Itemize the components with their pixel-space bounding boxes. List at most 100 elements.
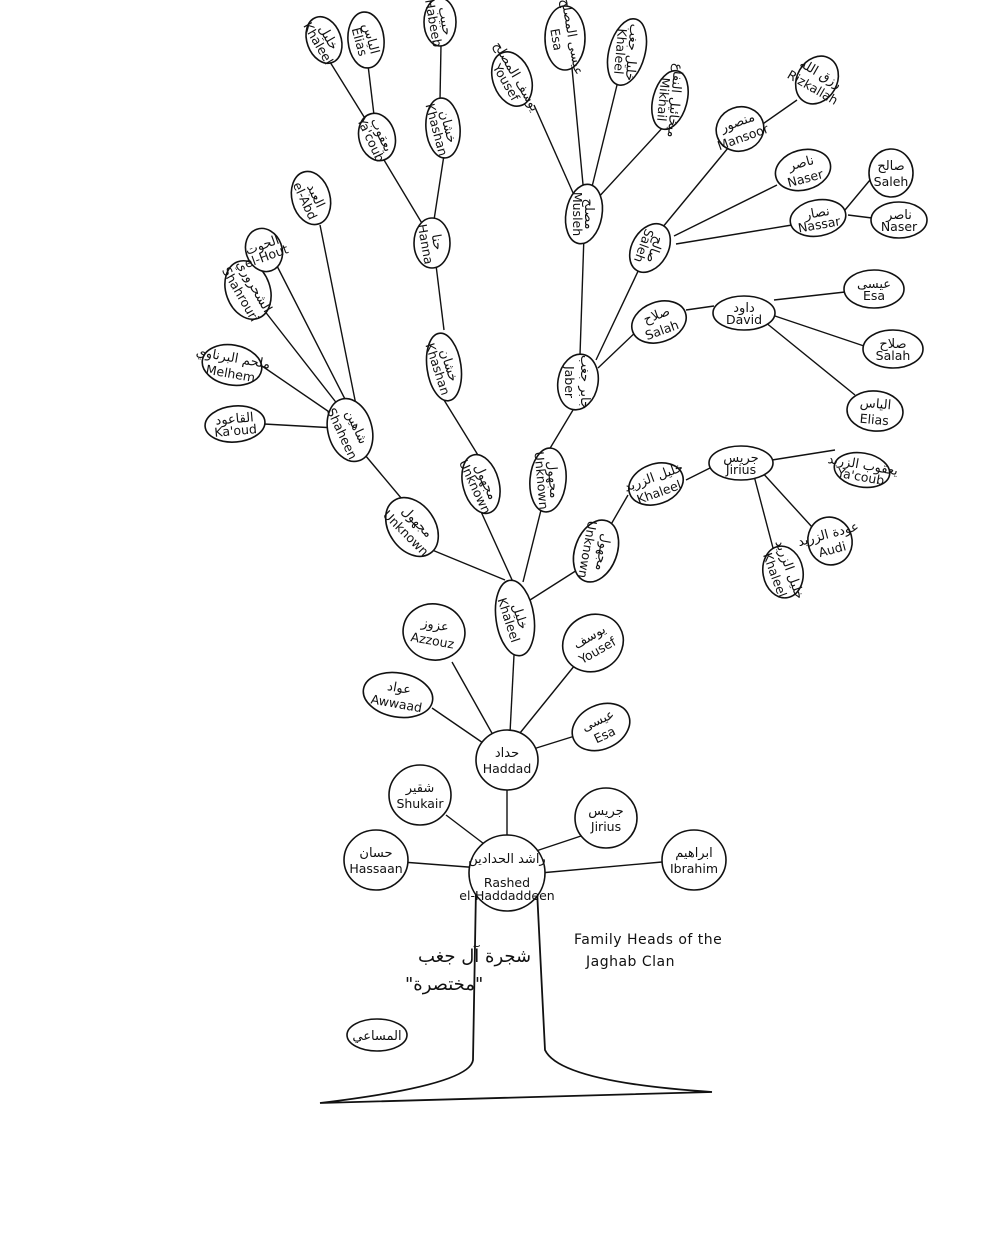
node-oval: [425, 332, 463, 402]
node-english-name: Audi: [817, 538, 848, 560]
node-arabic-name: ابراهيم: [675, 846, 712, 861]
node-oval: [843, 269, 905, 309]
node-arabic-name: مصلح: [581, 199, 596, 230]
node-oval: [402, 603, 466, 661]
caption-arabic-line-2: "مختصرة": [405, 974, 483, 995]
node-arabic-name: عيسى: [857, 277, 891, 292]
node-arabic-name: صلاح: [879, 337, 906, 352]
node-oval: [201, 343, 263, 387]
node-oval: [561, 613, 625, 673]
node-oval: [362, 671, 434, 719]
node-oval: [244, 227, 284, 273]
node-oval: [574, 787, 638, 849]
node-oval: [868, 148, 914, 198]
node-arabic-name: حداد: [495, 746, 519, 761]
node-english-name: Mikhail: [654, 77, 673, 122]
node-arabic-name: جريس: [723, 451, 758, 466]
node-english-name: Haddad: [483, 761, 532, 776]
node-english-name: Unknown: [532, 451, 552, 510]
tree-trunk: [319, 887, 713, 1104]
node-arabic-name: القاعود: [215, 410, 255, 428]
node-oval: [661, 829, 727, 891]
caption-line-1: Family Heads of the: [574, 932, 722, 948]
node-arabic-name: راشد الحدادين: [468, 852, 545, 867]
node-english-name: Elias: [349, 26, 371, 58]
node-oval: [556, 353, 600, 411]
caption-arabic: شجرة آل جغب "مختصرة": [405, 944, 531, 995]
node-english-name: Jirius: [590, 819, 621, 834]
node-english-name: Rashed: [484, 875, 530, 890]
node-oval: [572, 519, 620, 583]
node-oval: [461, 453, 501, 515]
node-english-name: Esa: [863, 288, 885, 303]
node-oval: [846, 390, 904, 432]
node-oval: [761, 545, 805, 599]
node-arabic-name: ميخائيل النفاع: [664, 63, 685, 139]
node-oval: [564, 183, 604, 245]
node-oval: [628, 462, 684, 506]
node-oval: [794, 55, 840, 105]
caption-english: Family Heads of the Jaghab Clan: [574, 932, 722, 970]
node-arabic-name: مجهول: [592, 532, 613, 572]
node-arabic-name: نصار: [803, 204, 831, 223]
node-oval: [651, 69, 689, 131]
node-arabic-name: صالح: [877, 159, 904, 174]
node-arabic-name: عزوز: [419, 616, 450, 636]
node-arabic-name: ناصر: [786, 153, 816, 174]
node-english-name: Elias: [859, 411, 889, 428]
signature-text: المساعي: [352, 1029, 401, 1044]
node-oval: [712, 295, 776, 331]
node-english-name: Hanna: [415, 223, 437, 266]
node-oval: [347, 11, 385, 69]
node-oval: [715, 105, 765, 153]
node-arabic-name: ناصر: [885, 208, 912, 223]
node-english-name: Musleh: [570, 192, 585, 236]
node-oval: [807, 516, 853, 566]
node-english-name: Naser: [881, 219, 918, 234]
node-arabic-name: الياس: [859, 396, 892, 414]
node-english-name: Hassaan: [349, 861, 402, 876]
node-oval: [343, 829, 409, 891]
node-arabic-name: خليل جغب: [622, 23, 642, 81]
node-oval: [425, 97, 461, 159]
node-english-name: Jirius: [725, 462, 756, 477]
node-oval: [544, 5, 586, 71]
node-oval: [870, 201, 928, 239]
node-oval: [833, 451, 891, 489]
node-oval: [774, 148, 832, 192]
caption-arabic-line-1: شجرة آل جغب: [418, 944, 531, 967]
